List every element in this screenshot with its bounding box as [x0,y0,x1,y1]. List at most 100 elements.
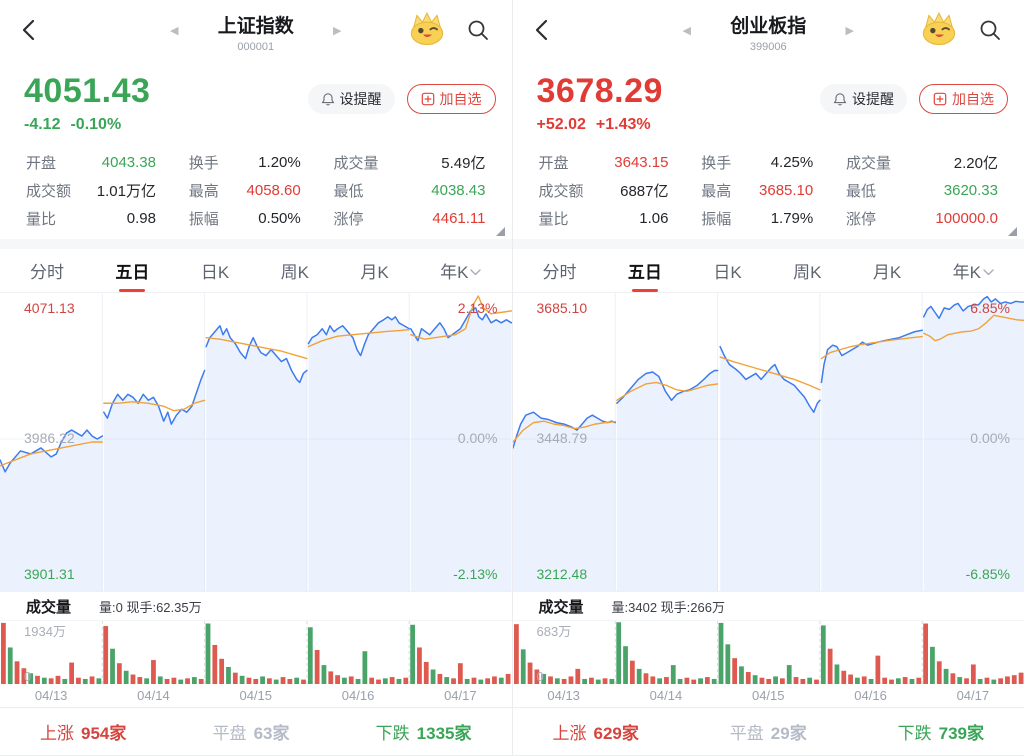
tab-label: 月K [872,263,902,282]
stat-turnover-rate: 换手 1.20% [189,148,301,176]
advancers-label: 上涨 [552,724,587,743]
volume-title: 成交量 [538,598,584,616]
stat-label: 成交额 [538,182,584,200]
quote-section: 4051.43 -4.12 -0.10% 设提醒 加自选 [0,62,512,142]
pct-axis-high-label: 2.13% [457,300,498,316]
decliners-stat[interactable]: 下跌 739家 [898,719,984,744]
next-index-button[interactable]: ▶ [333,25,342,37]
quote-left: 3678.29 +52.02 +1.43% [537,72,663,142]
tab-five-day[interactable]: 五日 [115,258,149,283]
stat-value: 4043.38 [101,153,156,171]
set-alert-button[interactable]: 设提醒 [820,84,907,114]
prev-index-button[interactable]: ◀ [682,25,691,37]
advancers-stat[interactable]: 上涨 629家 [553,719,639,744]
advancers-stat[interactable]: 上涨 954家 [40,719,126,744]
tab-weekly-k[interactable]: 周K [793,258,821,283]
tab-yearly-k[interactable]: 年K [440,258,482,283]
header-center: 上证指数 000001 [0,11,512,53]
add-watchlist-button[interactable]: 加自选 [406,84,496,114]
next-index-button[interactable]: ▶ [845,25,854,37]
expand-stats-icon[interactable] [1008,227,1017,236]
tab-five-day[interactable]: 五日 [628,258,662,283]
back-button[interactable] [16,16,44,44]
pct-axis-low-label: -2.13% [453,566,498,582]
stat-high: 最高 4058.60 [189,176,301,204]
y-axis-low-label: 3212.48 [536,566,588,582]
tab-intraday[interactable]: 分时 [543,258,577,283]
panel-sse-index: ◀ 上证指数 000001 ▶ 4051.43 [0,0,512,756]
stat-label: 成交额 [26,182,72,200]
mascot-assistant-button[interactable] [920,11,958,49]
tab-daily-k[interactable]: 日K [713,258,741,283]
pct-axis-high-label: 6.85% [970,300,1010,316]
unchanged-stat[interactable]: 平盘 63家 [213,719,290,744]
add-box-icon [933,92,947,106]
stat-amplitude: 振幅 0.50% [189,204,301,232]
search-icon [980,20,1000,40]
decliners-count: 1335家 [416,724,472,743]
decliners-label: 下跌 [897,724,932,743]
advancers-count: 954家 [81,724,127,743]
stat-value: 4038.43 [431,181,486,199]
search-button[interactable] [978,18,1002,42]
quote-left: 4051.43 -4.12 -0.10% [24,72,150,142]
back-chevron-icon [535,19,547,41]
back-button[interactable] [529,16,557,44]
stat-label: 最高 [188,182,219,200]
index-change-pct: -0.10% [70,116,122,133]
date-axis: 04/13 04/14 04/15 04/16 04/17 [0,684,512,708]
volume-chart[interactable]: 683万 0 [512,620,1024,684]
stat-label: 振幅 [701,210,732,228]
tab-monthly-k[interactable]: 月K [873,258,901,283]
date-label: 04/15 [239,688,273,703]
date-label: 04/16 [854,688,887,703]
tab-label: 五日 [115,263,150,282]
volume-chart[interactable]: 1934万 0 [0,620,512,684]
stat-value: 2.20亿 [953,154,998,172]
stat-value: 0.50% [258,209,301,227]
tab-intraday[interactable]: 分时 [30,258,64,283]
search-icon [468,20,488,40]
date-label: 04/15 [751,688,785,703]
stat-value: 4461.11 [432,209,486,227]
add-watchlist-button[interactable]: 加自选 [919,84,1008,114]
decliners-label: 下跌 [375,724,410,743]
stat-label: 最高 [701,182,732,200]
stat-label: 开盘 [538,154,569,172]
stat-high: 最高 3685.10 [701,176,813,204]
volume-title: 成交量 [26,598,72,616]
tab-daily-k[interactable]: 日K [201,258,229,283]
volume-zero-label: 0 [536,669,544,684]
tab-label: 分时 [30,263,64,282]
stat-value: 4.25% [770,153,814,171]
price-chart[interactable]: 3685.10 6.85% 3448.79 0.00% 3212.48 -6.8… [512,293,1024,592]
stat-value: 1.06 [639,209,669,227]
prev-index-button[interactable]: ◀ [170,25,179,37]
section-divider [512,239,1024,249]
date-label: 04/13 [34,688,68,703]
tab-yearly-k[interactable]: 年K [953,258,994,283]
stat-turnover-rate: 换手 4.25% [701,148,813,176]
stat-value: 6887亿 [620,182,669,200]
header: ◀ 上证指数 000001 ▶ [0,0,512,62]
expand-stats-icon[interactable] [495,227,505,236]
stat-label: 最低 [333,182,364,200]
mascot-assistant-button[interactable] [408,11,446,49]
search-button[interactable] [466,18,490,42]
index-code: 399006 [749,41,787,53]
chevron-down-icon [470,268,482,275]
stat-open: 开盘 3643.15 [539,148,669,176]
volume-chart-canvas [1,621,511,684]
unchanged-stat[interactable]: 平盘 29家 [730,719,807,744]
stat-volume: 成交量 2.20亿 [846,148,998,176]
tab-label: 年K [440,263,469,282]
set-alert-button[interactable]: 设提醒 [307,84,395,114]
price-chart[interactable]: 4071.13 2.13% 3986.22 0.00% 3901.31 -2.1… [0,293,512,592]
index-change-pct: +1.43% [595,116,651,133]
decliners-stat[interactable]: 下跌 1335家 [376,719,472,744]
tab-label: 年K [952,263,981,282]
tab-monthly-k[interactable]: 月K [360,258,388,283]
tab-weekly-k[interactable]: 周K [281,258,309,283]
stat-limit-up: 涨停 4461.11 [334,204,486,232]
